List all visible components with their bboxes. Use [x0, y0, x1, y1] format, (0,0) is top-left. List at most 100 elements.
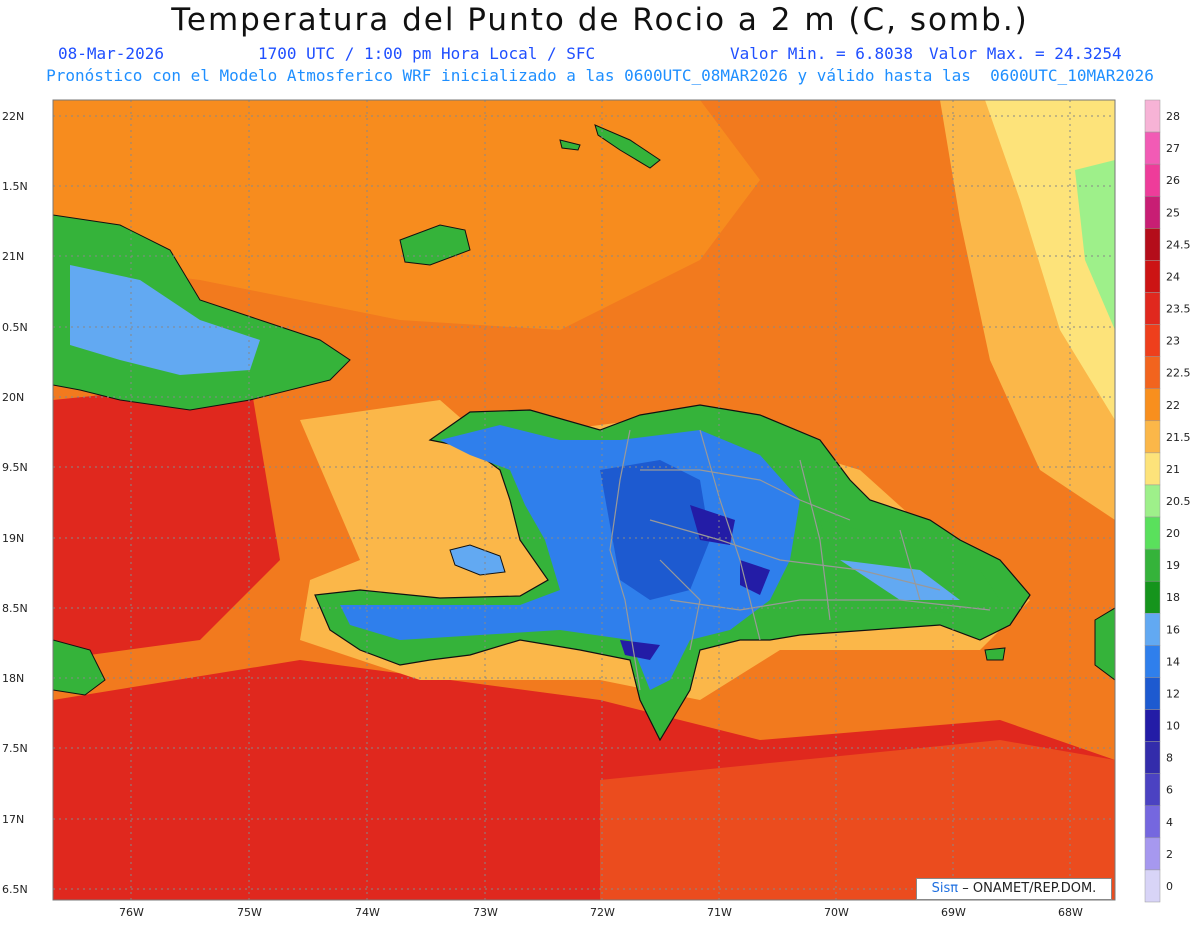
lon-label: 72W: [590, 906, 615, 919]
turks-island: [559, 139, 581, 151]
legend-label: 23.5: [1166, 303, 1191, 316]
legend-swatch: [1144, 260, 1161, 293]
lon-label: 69W: [941, 906, 966, 919]
lat-label: 22N: [2, 110, 24, 123]
legend-label: 25: [1166, 206, 1180, 219]
legend-label: 21: [1166, 463, 1180, 476]
min-value: Valor Min. = 6.8038: [730, 44, 914, 63]
credit-logo: Sisπ: [931, 881, 959, 896]
legend-swatch: [1144, 869, 1161, 903]
lon-label: 74W: [355, 906, 380, 919]
max-value: Valor Max. = 24.3254: [929, 44, 1122, 63]
legend-swatch: [1144, 324, 1161, 357]
lat-label: 20N: [2, 391, 24, 404]
legend-swatch: [1144, 420, 1161, 454]
map-field: [53, 100, 1115, 900]
legend-label: 16: [1166, 623, 1180, 636]
lon-label: 75W: [237, 906, 262, 919]
saona-island: [984, 647, 1006, 661]
legend-swatch: [1144, 805, 1161, 839]
lon-label: 73W: [473, 906, 498, 919]
core-deep-3: [620, 640, 660, 660]
legend-swatch: [1144, 484, 1161, 518]
north-band: [53, 100, 760, 330]
lat-label: 1.5N: [2, 180, 28, 193]
legend-label: 24.5: [1166, 238, 1191, 251]
east-green-land: [820, 520, 1000, 615]
legend-swatch: [1144, 195, 1161, 229]
lon-label: 71W: [707, 906, 732, 919]
date-label: 08-Mar-2026: [58, 44, 164, 63]
lat-label: 0.5N: [2, 321, 28, 334]
legend-swatch: [1144, 837, 1161, 871]
legend-label: 28: [1166, 110, 1180, 123]
legend-label: 27: [1166, 142, 1180, 155]
credit-text: – ONAMET/REP.DOM.: [962, 881, 1097, 896]
gonave-island: [449, 544, 506, 576]
lat-label: 8.5N: [2, 602, 28, 615]
legend-label: 10: [1166, 720, 1180, 733]
legend-swatch: [1144, 773, 1161, 807]
lon-label: 70W: [824, 906, 849, 919]
province-boundaries: [609, 429, 991, 691]
legend-label: 23: [1166, 335, 1180, 348]
legend-label: 2: [1166, 848, 1173, 861]
color-legend: 28 27 26 25 24.5 2 4 23.5 23 22.5 22 21.5 21 20.5 20 19…: [1144, 99, 1191, 903]
credit-box: Sisπ – ONAMET/REP.DOM.: [916, 878, 1112, 900]
latitude-labels: 22N 1.5N 21N 0.5N 20N 9.5N 19N 8.5N 18N …: [2, 110, 28, 896]
lat-label: 18N: [2, 672, 24, 685]
legend-label: 4: [1166, 816, 1173, 829]
caicos-island: [594, 124, 661, 169]
model-info: Pronóstico con el Modelo Atmosferico WRF…: [46, 66, 1154, 85]
legend-label: 6: [1166, 784, 1173, 797]
interior-darkblue: [600, 460, 710, 600]
legend-label: 21.5: [1166, 431, 1191, 444]
legend-label: 8: [1166, 752, 1173, 765]
legend-swatch: [1144, 388, 1161, 422]
legend-swatch: [1144, 677, 1161, 710]
legend-label: 26: [1166, 174, 1180, 187]
lat-label: 21N: [2, 250, 24, 263]
legend-swatch: [1144, 516, 1161, 550]
lat-label: 7.5N: [2, 742, 28, 755]
legend-swatch: [1144, 292, 1161, 325]
lat-label: 9.5N: [2, 461, 28, 474]
legend-swatch: [1144, 645, 1161, 678]
west-red: [53, 380, 280, 660]
jamaica-land: [53, 639, 106, 696]
cuba-blue: [70, 265, 260, 375]
legend-swatch: [1144, 613, 1161, 646]
legend-label: 22: [1166, 399, 1180, 412]
legend-swatch: [1144, 741, 1161, 774]
legend-label: 14: [1166, 655, 1180, 668]
legend-swatch: [1144, 163, 1161, 197]
puerto-rico-edge: [1094, 607, 1115, 681]
legend-swatch: [1144, 228, 1161, 261]
legend-label: 19: [1166, 559, 1180, 572]
legend-swatch: [1144, 548, 1161, 582]
southeast-orange: [600, 740, 1115, 900]
lon-label: 68W: [1058, 906, 1083, 919]
lon-label: 76W: [119, 906, 144, 919]
legend-label: 22.5: [1166, 367, 1191, 380]
inagua-island: [399, 224, 471, 266]
legend-label: 12: [1166, 687, 1180, 700]
time-label: 1700 UTC / 1:00 pm Hora Local / SFC: [258, 44, 596, 63]
legend-label: 18: [1166, 591, 1180, 604]
legend-swatch: [1144, 356, 1161, 389]
legend-label: 20: [1166, 527, 1180, 540]
legend-label: 0: [1166, 880, 1173, 893]
legend-swatch: [1144, 131, 1161, 165]
map-title: Temperatura del Punto de Rocio a 2 m (C,…: [171, 2, 1029, 38]
graticule: [53, 100, 1115, 900]
east-green: [1075, 160, 1115, 330]
lat-label: 6.5N: [2, 883, 28, 896]
legend-swatch: [1144, 452, 1161, 486]
legend-swatch: [1144, 709, 1161, 742]
legend-swatch: [1144, 99, 1161, 133]
longitude-labels: 76W 75W 74W 73W 72W 71W 70W 69W 68W: [119, 906, 1083, 919]
core-deep-2: [740, 560, 770, 595]
legend-label: 20.5: [1166, 495, 1191, 508]
lat-label: 17N: [2, 813, 24, 826]
